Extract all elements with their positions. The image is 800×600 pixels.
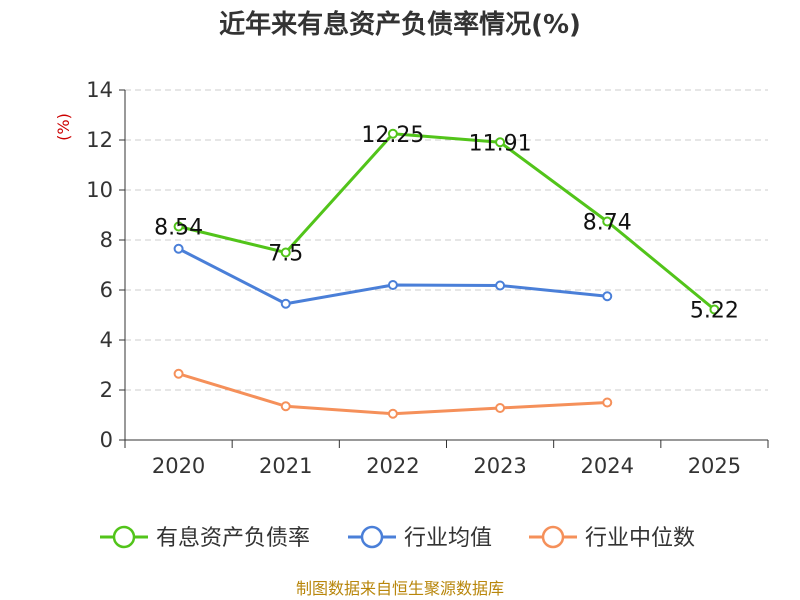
data-point — [602, 216, 613, 227]
legend-item: 行业中位数 — [529, 525, 695, 551]
chart-title: 近年来有息资产负债率情况(%) — [219, 9, 581, 40]
y-tick-label: 14 — [86, 78, 113, 102]
y-tick-label: 12 — [86, 128, 113, 152]
x-tick-label: 2021 — [259, 454, 312, 478]
data-point — [495, 137, 506, 148]
legend-item: 有息资产负债率 — [100, 525, 310, 551]
legend: 有息资产负债率 行业均值 行业中位数 — [100, 525, 695, 551]
x-tick-label: 2022 — [366, 454, 419, 478]
data-label: 8.74 — [583, 211, 632, 236]
legend-marker — [112, 525, 136, 549]
series-line-1 — [177, 247, 608, 306]
legend-label: 有息资产负债率 — [156, 526, 310, 551]
data-point — [173, 368, 184, 379]
y-tick-label: 2 — [100, 378, 113, 402]
series-layer — [173, 128, 720, 419]
data-point — [387, 408, 398, 419]
data-point — [387, 280, 398, 290]
data-point — [602, 397, 613, 408]
data-point — [280, 298, 291, 309]
axes: 0 2 4 6 8 10 12 14 2020 2021 2022 2023 2024 2025 — [86, 78, 769, 478]
series-line-2 — [178, 372, 608, 416]
x-tick-label: 2024 — [581, 454, 634, 478]
y-tick-label: 0 — [100, 428, 113, 452]
legend-marker — [541, 525, 565, 549]
data-labels: 8.54 7.5 12.25 11.91 8.74 5.22 — [154, 123, 739, 324]
data-label: 5.22 — [690, 299, 739, 324]
data-label: 7.5 — [268, 242, 303, 267]
data-point — [280, 247, 291, 258]
data-point — [173, 243, 184, 254]
y-tick-label: 4 — [100, 328, 113, 352]
y-axis-label: (%) — [54, 113, 73, 141]
data-point — [495, 280, 506, 291]
data-point — [280, 401, 291, 412]
x-tick-label: 2025 — [688, 454, 741, 478]
y-tick-label: 8 — [100, 228, 113, 252]
data-label: 11.91 — [469, 131, 532, 156]
series-line-0 — [178, 132, 716, 311]
y-tick-label: 10 — [86, 178, 113, 202]
source-note: 制图数据来自恒生聚源数据库 — [296, 579, 504, 598]
y-tick-label: 6 — [100, 278, 113, 302]
data-point — [709, 304, 720, 315]
data-point — [495, 403, 506, 413]
data-point — [602, 291, 613, 302]
x-tick-label: 2023 — [473, 454, 526, 478]
legend-label: 行业均值 — [404, 526, 492, 551]
data-point — [387, 128, 398, 139]
gridlines — [125, 89, 768, 391]
legend-item: 行业均值 — [348, 525, 492, 551]
x-tick-label: 2020 — [152, 454, 205, 478]
data-label: 12.25 — [361, 123, 424, 148]
legend-label: 行业中位数 — [585, 526, 695, 551]
data-point — [173, 221, 184, 232]
data-label: 8.54 — [154, 216, 203, 241]
legend-marker — [360, 525, 384, 549]
